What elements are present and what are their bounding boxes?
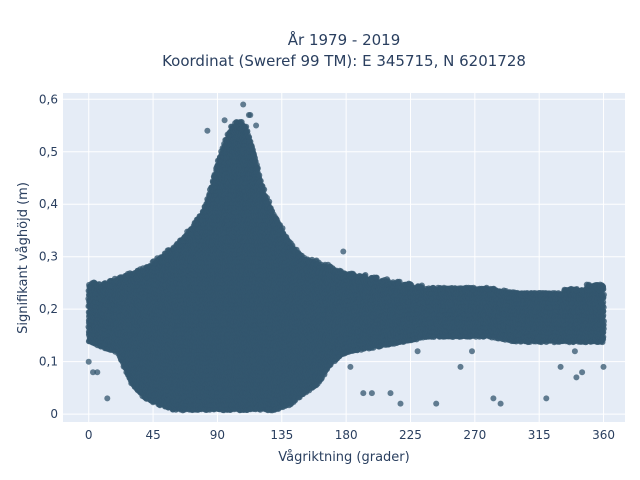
wave-scatter-chart: 0 45 90 135 180 225 270 315 36000,10,20,30,40,50…: [0, 0, 640, 480]
